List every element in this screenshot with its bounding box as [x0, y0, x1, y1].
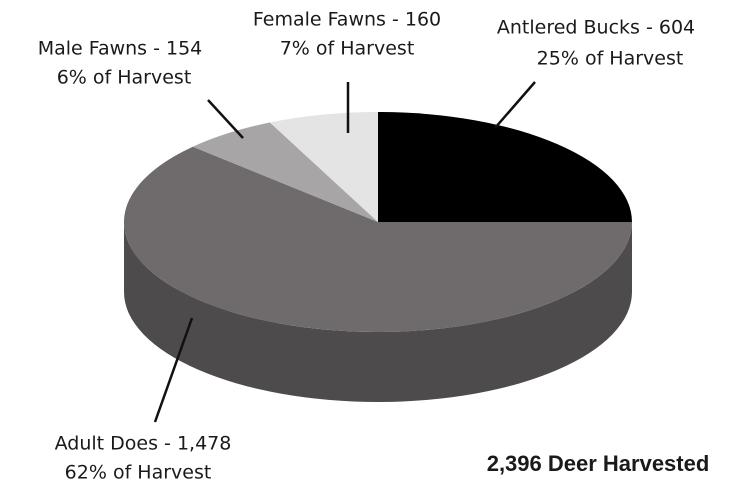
slice: [378, 112, 632, 222]
slice-label: Female Fawns - 160: [253, 9, 441, 31]
leader-line: [153, 317, 194, 423]
slice: [124, 146, 632, 332]
percent-label: 62% of Harvest: [65, 462, 212, 484]
total-annotation: 2,396 Deer Harvested: [487, 451, 710, 476]
slice-side: [124, 222, 632, 402]
percent-label: 6% of Harvest: [57, 67, 192, 89]
pie: [124, 112, 632, 402]
leader-line: [494, 81, 536, 129]
slice: [192, 122, 378, 222]
leader-line: [207, 99, 244, 139]
slice-label: Adult Does - 1,478: [55, 433, 232, 455]
percent-label: 25% of Harvest: [537, 48, 684, 70]
slice-label: Male Fawns - 154: [38, 38, 203, 60]
slice-label: Antlered Bucks - 604: [497, 17, 695, 39]
slice: [269, 112, 378, 222]
percent-label: 7% of Harvest: [280, 38, 415, 60]
